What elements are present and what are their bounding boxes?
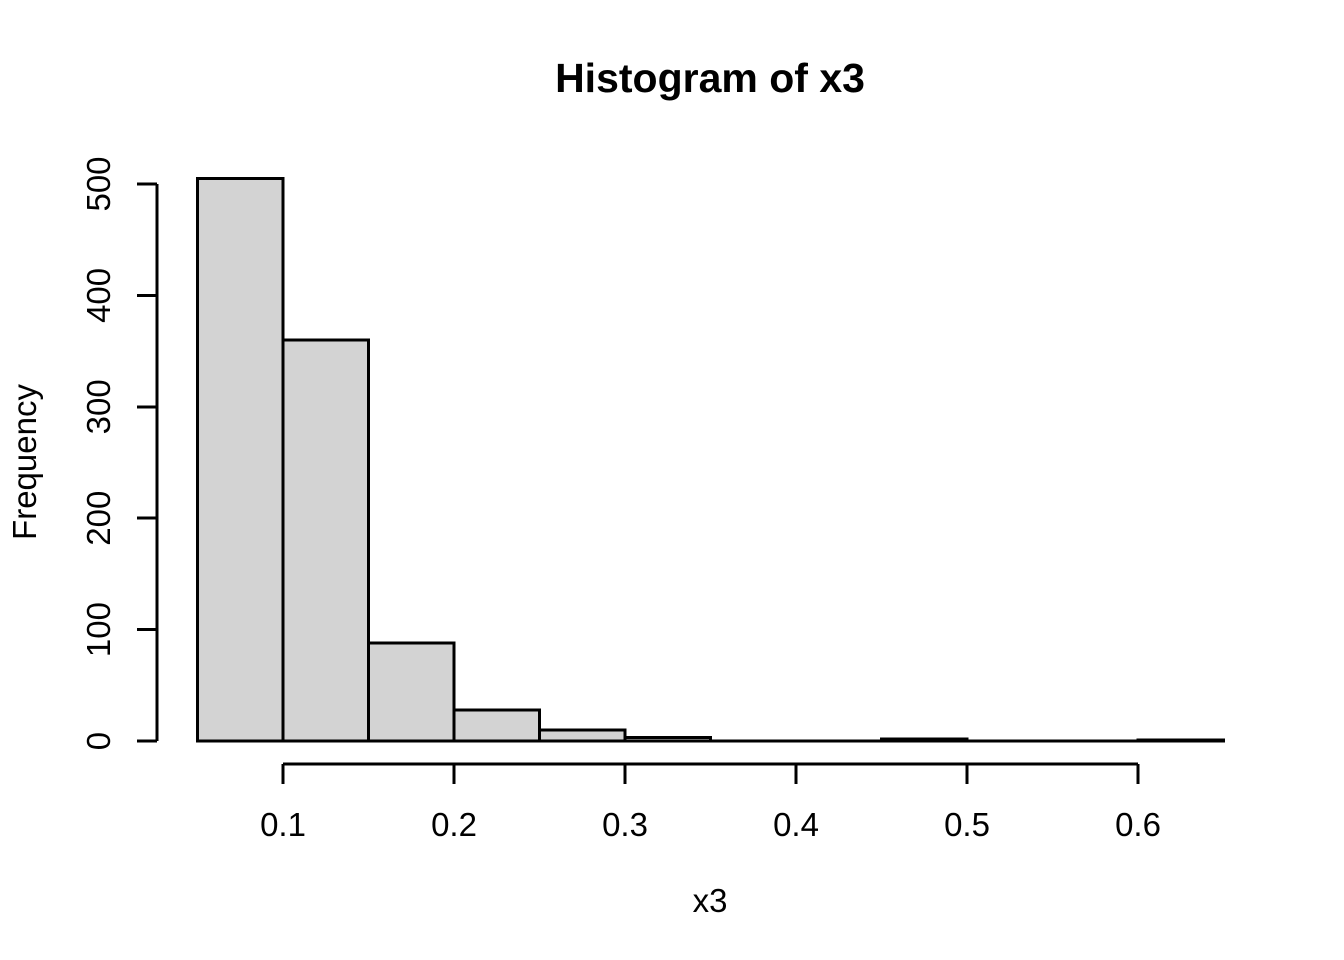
x-axis-label: x3 [693, 882, 728, 919]
y-tick-label: 0 [80, 732, 117, 750]
x-tick-label: 0.5 [944, 806, 990, 843]
x-tick-label: 0.4 [773, 806, 819, 843]
histogram-bar [538, 728, 627, 743]
x-tick-label: 0.3 [602, 806, 648, 843]
y-axis-label: Frequency [6, 384, 43, 540]
histogram-bar [623, 736, 712, 743]
y-tick-label: 400 [80, 268, 117, 323]
histogram-bar [281, 338, 370, 743]
bars-layer [196, 176, 1225, 743]
y-tick-label: 500 [80, 156, 117, 211]
histogram-bar [452, 708, 541, 743]
x-tick-label: 0.1 [260, 806, 306, 843]
histogram-bar [1136, 738, 1225, 743]
chart-title: Histogram of x3 [555, 55, 865, 101]
y-tick-label: 300 [80, 379, 117, 434]
histogram-bar [196, 176, 285, 743]
histogram-bar [367, 641, 456, 743]
y-tick-label: 100 [80, 602, 117, 657]
histogram-bar [880, 737, 969, 743]
x-tick-label: 0.2 [431, 806, 477, 843]
x-tick-label: 0.6 [1115, 806, 1161, 843]
y-tick-label: 200 [80, 491, 117, 546]
axes-layer: 0 100 200 300 400 500 0.1 0.2 0.3 0.4 0.5 0.6 [80, 156, 1161, 843]
